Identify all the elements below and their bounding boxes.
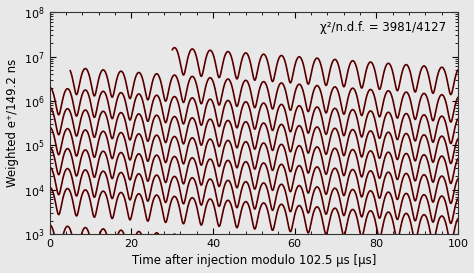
Text: χ²/n.d.f. = 3981/4127: χ²/n.d.f. = 3981/4127	[319, 21, 446, 34]
X-axis label: Time after injection modulo 102.5 μs [μs]: Time after injection modulo 102.5 μs [μs…	[132, 254, 376, 268]
Y-axis label: Weighted e⁺/149.2 ns: Weighted e⁺/149.2 ns	[6, 59, 18, 187]
